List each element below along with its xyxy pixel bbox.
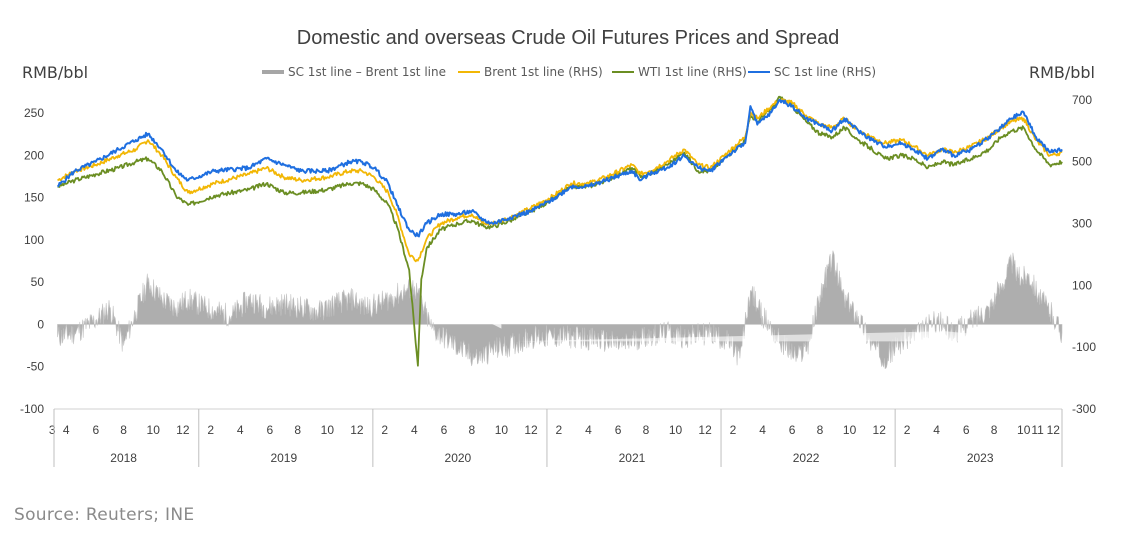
x-month-tick-label: 10 [147,423,161,437]
series-sc-line [56,98,1063,238]
y-right-tick-label: 700 [1072,93,1092,107]
y-left-tick-label: 0 [37,317,44,331]
x-month-tick-label: 4 [237,423,244,437]
x-month-tick-label: 4 [411,423,418,437]
y-right-tick-label: 100 [1072,278,1092,292]
y-left-tick-label: 200 [24,148,44,162]
y-right-tick-label: 300 [1072,217,1092,231]
x-month-tick-label: 12 [698,423,712,437]
spread-artifact-1 [417,286,502,329]
x-year-label: 2023 [967,451,994,465]
x-month-tick-label: 4 [933,423,940,437]
y-left-tick-label: -100 [20,402,44,416]
x-month-tick-label: 4 [585,423,592,437]
x-month-tick-label: 10 [495,423,509,437]
x-month-tick-label: 2 [556,423,563,437]
x-month-tick-label: 10 [321,423,335,437]
x-year-label: 2018 [110,451,137,465]
x-month-tick-label: 6 [789,423,796,437]
chart-title: Domestic and overseas Crude Oil Futures … [297,27,839,49]
x-month-tick-label: 12 [176,423,190,437]
legend-label-wti: WTI 1st line (RHS) [638,65,747,79]
x-year-label: 2021 [619,451,646,465]
x-year-label: 2019 [270,451,297,465]
x-month-tick-label: 2 [904,423,911,437]
x-month-tick-label: 12 [1047,423,1061,437]
x-month-tick-label: 4 [63,423,70,437]
legend-label-sc: SC 1st line (RHS) [774,65,876,79]
x-month-tick-label: 2 [730,423,737,437]
x-month-tick-label: 8 [120,423,127,437]
x-month-tick-label: 2 [207,423,214,437]
series-spread-area [57,250,1063,369]
x-month-tick-label: 12 [873,423,887,437]
x-month-tick-label: 10 [1017,423,1031,437]
x-month-tick-label: 8 [643,423,650,437]
x-month-tick-label: 8 [991,423,998,437]
x-month-tick-label: 10 [669,423,683,437]
x-month-tick-label: 10 [843,423,857,437]
x-month-tick-label: 6 [615,423,622,437]
spread-artifact-2 [518,331,1050,342]
x-month-tick-label: 8 [817,423,824,437]
y-right-tick-label: -100 [1072,340,1096,354]
x-month-tick-label: 4 [759,423,766,437]
x-month-tick-label: 8 [468,423,475,437]
y-left-tick-label: 150 [24,191,44,205]
y-left-tick-label: -50 [27,360,45,374]
y-left-tick-label: 250 [24,106,44,120]
y-axis-left-label: RMB/bbl [22,63,88,82]
series-brent-line [57,98,1063,263]
x-year-label: 2020 [445,451,472,465]
x-month-tick-label: 12 [350,423,364,437]
source-note: Source: Reuters; INE [14,505,195,525]
x-month-tick-label: 11 [1031,423,1044,437]
x-month-tick-label: 12 [524,423,538,437]
x-month-tick-label: 3 [49,423,56,437]
x-month-tick-label: 6 [267,423,274,437]
y-right-tick-label: -300 [1072,402,1096,416]
x-year-label: 2022 [793,451,820,465]
x-month-tick-label: 6 [92,423,99,437]
legend-label-brent: Brent 1st line (RHS) [484,65,603,79]
y-right-tick-label: 500 [1072,155,1092,169]
x-month-tick-label: 6 [963,423,970,437]
x-month-tick-label: 2 [381,423,388,437]
y-left-tick-label: 50 [31,275,45,289]
legend-label-spread: SC 1st line – Brent 1st line [288,65,446,79]
x-month-tick-label: 8 [294,423,301,437]
y-left-tick-label: 100 [24,233,44,247]
y-axis-right-label: RMB/bbl [1029,63,1095,82]
x-month-tick-label: 6 [441,423,448,437]
